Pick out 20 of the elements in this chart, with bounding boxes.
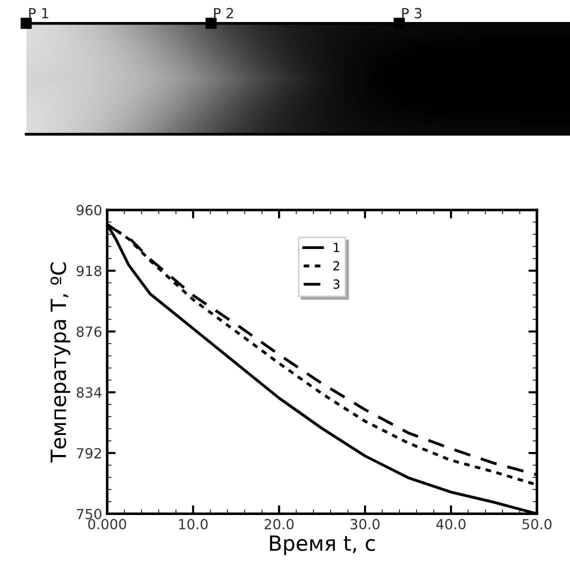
- x-axis-title: Время t, с: [270, 536, 375, 556]
- x-tick-label: 10.0: [179, 518, 208, 530]
- x-tick-label: 50.0: [522, 518, 552, 530]
- y-tick-label: 792: [76, 448, 101, 459]
- x-tick-label: 30.0: [350, 518, 380, 530]
- x-tick-label: 40.0: [436, 518, 466, 530]
- legend-label: 3: [333, 279, 340, 289]
- y-tick-label: 960: [76, 204, 102, 216]
- y-tick-label: 876: [76, 326, 102, 337]
- x-tick-label: 0.000: [88, 518, 126, 530]
- text: P 2: [214, 8, 233, 18]
- legend-label: 1: [334, 242, 340, 252]
- text: P 1: [29, 8, 48, 18]
- legend-label: 2: [333, 261, 340, 270]
- y-tick-label: 918: [76, 266, 102, 276]
- y-axis-title: Температура T, ºC: [50, 262, 70, 462]
- y-tick-label: 750: [76, 508, 102, 520]
- x-tick-label: 20.0: [264, 518, 294, 530]
- y-tick-label: 834: [76, 387, 102, 398]
- text: P 3: [402, 8, 422, 18]
